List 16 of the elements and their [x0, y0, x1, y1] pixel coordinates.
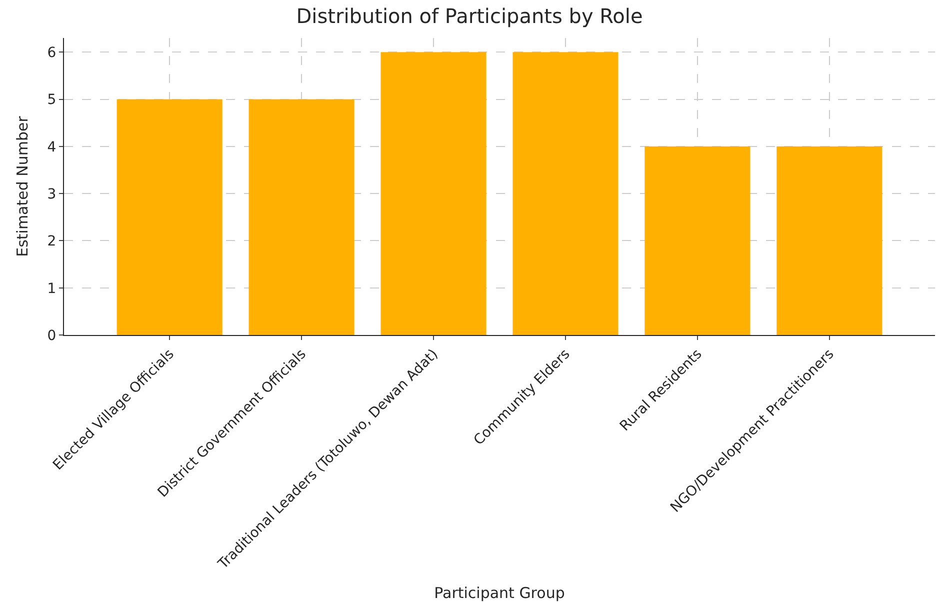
x-axis-title: Participant Group: [434, 584, 565, 602]
y-tick-label: 1: [47, 280, 56, 297]
bar: [512, 52, 618, 335]
y-tick-label: 5: [47, 92, 56, 108]
y-tick-label: 4: [47, 139, 56, 156]
y-tick-label: 0: [47, 328, 56, 344]
y-tick-label: 2: [47, 234, 56, 250]
bar: [248, 99, 354, 335]
y-tick-label: 3: [47, 186, 56, 202]
bar: [116, 99, 222, 335]
y-tick-label: 6: [47, 45, 56, 62]
bar: [644, 146, 750, 335]
y-axis-title: Estimated Number: [14, 115, 32, 257]
chart-title: Distribution of Participants by Role: [296, 4, 643, 28]
bar: [380, 52, 486, 335]
bar: [776, 146, 882, 335]
